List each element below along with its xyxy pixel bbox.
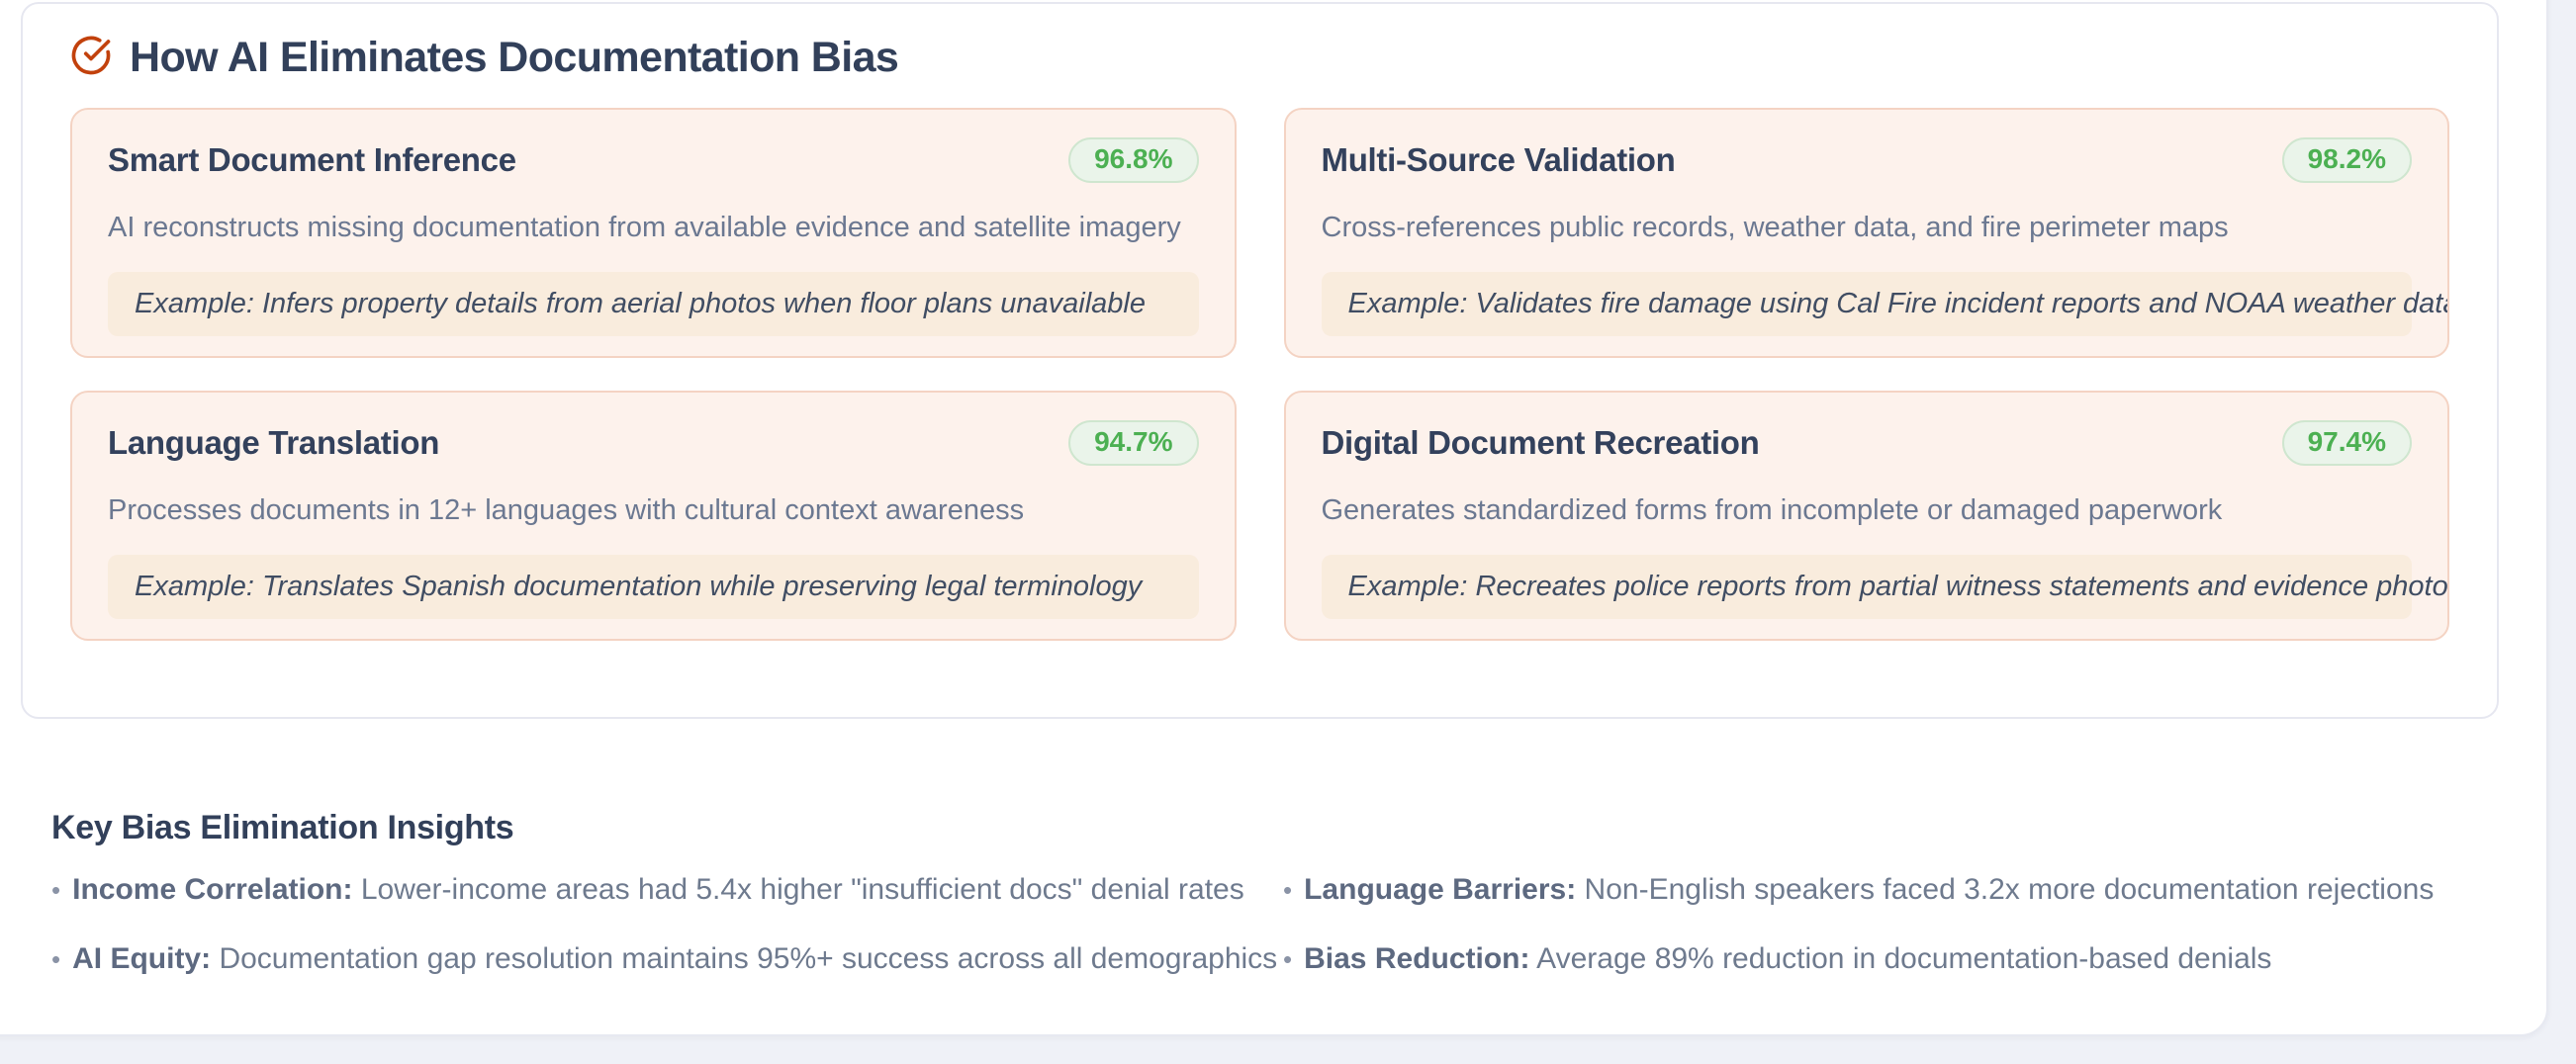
insight-language-barriers: • Language Barriers: Non-English speakers… xyxy=(1283,873,2485,907)
insight-text: Average 89% reduction in documentation-b… xyxy=(1536,942,2272,975)
card-description: Processes documents in 12+ languages wit… xyxy=(108,494,1025,526)
card-example: Example: Validates fire damage using Cal… xyxy=(1321,272,2447,336)
section-header: How AI Eliminates Documentation Bias xyxy=(70,32,2449,83)
capability-card-digital-document-recreation: Digital Document Recreation 97.4% Genera… xyxy=(1283,391,2449,641)
capability-card-smart-document-inference: Smart Document Inference 96.8% AI recons… xyxy=(70,108,1237,358)
insight-income-correlation: • Income Correlation: Lower-income areas … xyxy=(51,873,1283,907)
card-title: Smart Document Inference xyxy=(108,141,516,178)
capability-card-language-translation: Language Translation 94.7% Processes doc… xyxy=(70,391,1237,641)
insight-text: Lower-income areas had 5.4x higher "insu… xyxy=(360,873,1244,906)
card-header: Multi-Source Validation 98.2% xyxy=(1321,137,2412,183)
insights-grid: • Income Correlation: Lower-income areas … xyxy=(51,873,2485,976)
card-header: Digital Document Recreation 97.4% xyxy=(1321,420,2412,466)
capability-cards-grid: Smart Document Inference 96.8% AI recons… xyxy=(70,108,2449,641)
bullet-icon: • xyxy=(1283,944,1293,974)
insight-bias-reduction: • Bias Reduction: Average 89% reduction i… xyxy=(1283,942,2485,976)
card-title: Language Translation xyxy=(108,424,440,461)
insight-text: Documentation gap resolution maintains 9… xyxy=(219,942,1278,975)
card-example: Example: Infers property details from ae… xyxy=(108,272,1199,336)
insights-title: Key Bias Elimination Insights xyxy=(51,809,514,846)
check-circle-icon xyxy=(70,35,112,81)
card-header: Language Translation 94.7% xyxy=(108,420,1199,466)
insight-label: Income Correlation: xyxy=(72,873,353,906)
insight-text: Non-English speakers faced 3.2x more doc… xyxy=(1584,873,2435,906)
accuracy-badge: 98.2% xyxy=(2281,137,2412,183)
card-title: Multi-Source Validation xyxy=(1321,141,1676,178)
card-description: AI reconstructs missing documentation fr… xyxy=(108,212,1181,243)
page-title: How AI Eliminates Documentation Bias xyxy=(130,33,899,81)
card-header: Smart Document Inference 96.8% xyxy=(108,137,1199,183)
insight-label: AI Equity: xyxy=(72,942,212,975)
bullet-icon: • xyxy=(51,944,61,974)
card-example: Example: Translates Spanish documentatio… xyxy=(108,555,1199,619)
card-title: Digital Document Recreation xyxy=(1321,424,1760,461)
ai-bias-section-card: How AI Eliminates Documentation Bias Sma… xyxy=(21,2,2499,719)
card-example: Example: Recreates police reports from p… xyxy=(1321,555,2447,619)
card-description: Cross-references public records, weather… xyxy=(1321,212,2229,243)
key-insights-section: Key Bias Elimination Insights • Income Co… xyxy=(51,809,2485,976)
bullet-icon: • xyxy=(51,875,61,905)
card-description: Generates standardized forms from incomp… xyxy=(1321,494,2223,526)
insight-label: Bias Reduction: xyxy=(1304,942,1530,975)
accuracy-badge: 94.7% xyxy=(1068,420,1199,466)
capability-card-multi-source-validation: Multi-Source Validation 98.2% Cross-refe… xyxy=(1283,108,2449,358)
bullet-icon: • xyxy=(1283,875,1293,905)
insight-label: Language Barriers: xyxy=(1304,873,1577,906)
accuracy-badge: 96.8% xyxy=(1068,137,1199,183)
insight-ai-equity: • AI Equity: Documentation gap resolution… xyxy=(51,942,1283,976)
accuracy-badge: 97.4% xyxy=(2281,420,2412,466)
